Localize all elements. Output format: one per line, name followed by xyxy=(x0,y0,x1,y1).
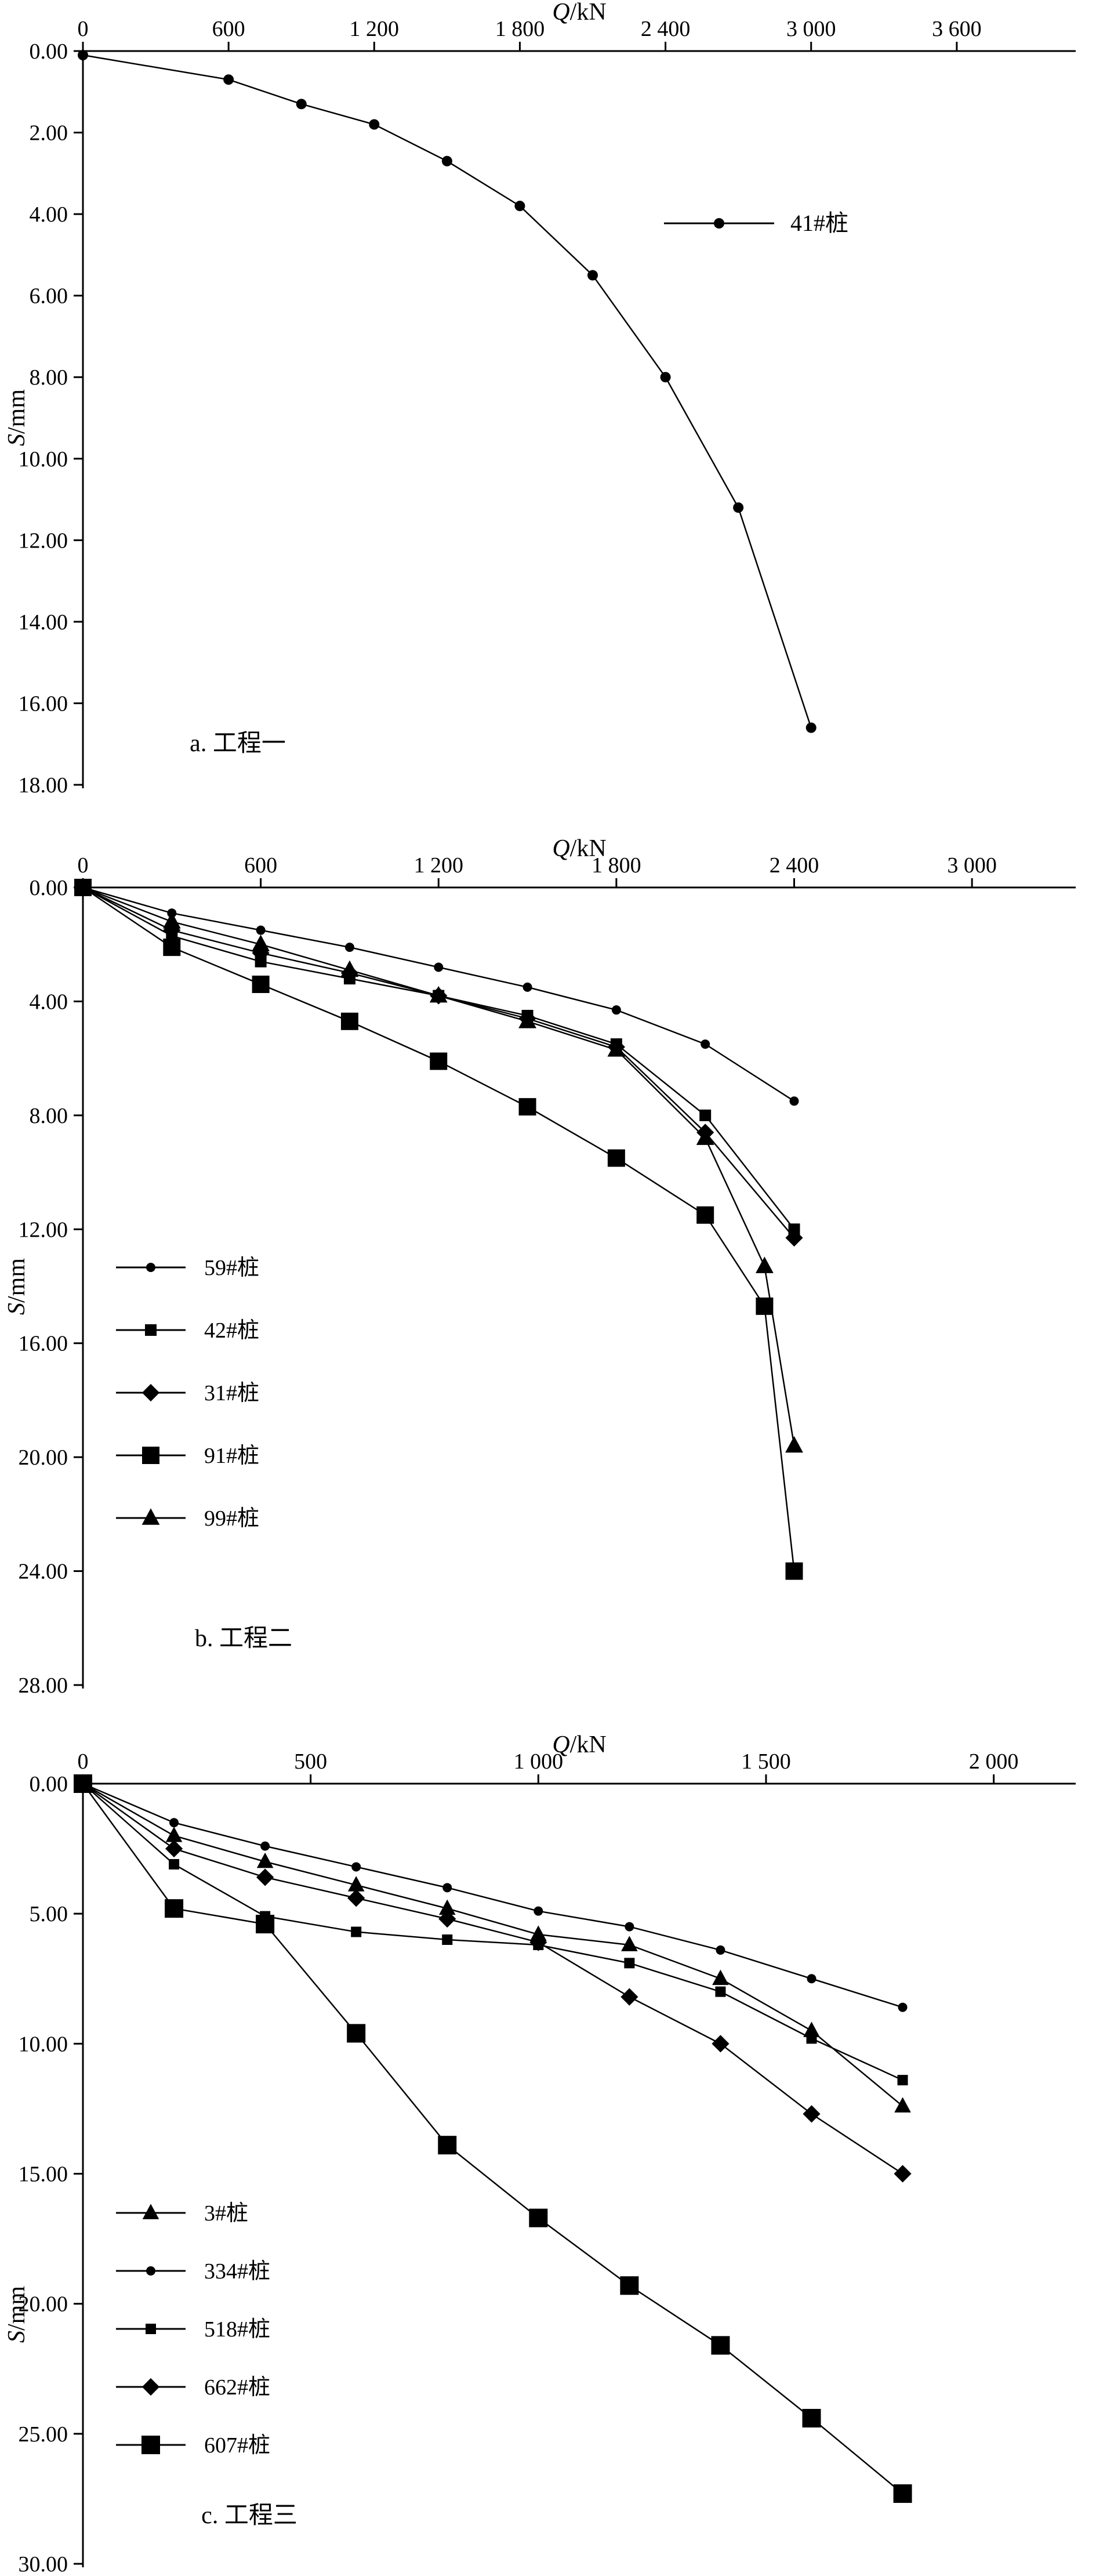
axes xyxy=(82,50,1076,788)
chart-project-3: 0 500 1 000 1 500 2 000 0.00 5.00 10.00 15.00 20.… xyxy=(0,1711,1096,2576)
y-tick-label: 12.00 xyxy=(19,528,68,553)
y-tick-label: 20.00 xyxy=(19,2292,68,2317)
y-tick-label: 8.00 xyxy=(30,1104,68,1128)
series-4 xyxy=(74,1774,912,2503)
series-1 xyxy=(78,1779,908,2012)
legend-label: 662#桩 xyxy=(204,2375,270,2400)
y-tick-label: 10.00 xyxy=(19,2032,68,2056)
x-tick-label: 3 000 xyxy=(786,17,836,41)
legend-label: 91#桩 xyxy=(204,1444,259,1468)
x-tick-label: 0 xyxy=(78,853,89,878)
x-tick-label: 1 800 xyxy=(495,17,545,41)
x-axis-title: Q/kN xyxy=(552,835,606,862)
chart-project-1: 0 600 1 200 1 800 2 400 3 000 3 600 0.00 2.00 4.0… xyxy=(0,0,1096,812)
legend-label: 59#桩 xyxy=(204,1256,259,1280)
chart-project-2: 0 600 1 200 1 800 2 400 3 000 0.00 4.00 8.00 12.0… xyxy=(0,812,1096,1711)
legend: 59#桩 42#桩 31#桩 91#桩 99#桩 xyxy=(116,1256,259,1531)
legend-label: 518#桩 xyxy=(204,2317,270,2342)
y-tick-label: 16.00 xyxy=(19,1332,68,1356)
series-3 xyxy=(74,879,803,1580)
legend: 41#桩 xyxy=(664,210,848,236)
axes xyxy=(82,1782,1076,2567)
x-tick-label: 0 xyxy=(78,17,89,41)
chart-caption: c. 工程三 xyxy=(201,2502,297,2529)
x-tick-label: 1 200 xyxy=(414,853,464,878)
series-2 xyxy=(78,1778,908,2086)
axes xyxy=(82,886,1076,1689)
y-tick-label: 18.00 xyxy=(19,773,68,798)
x-tick-label: 1 000 xyxy=(514,1749,564,1774)
x-axis-ticks: 0 600 1 200 1 800 2 400 3 000 3 600 xyxy=(78,17,982,50)
y-tick-label: 30.00 xyxy=(19,2552,68,2576)
y-tick-label: 15.00 xyxy=(19,2162,68,2187)
y-tick-label: 0.00 xyxy=(30,1772,68,1796)
x-tick-label: 3 600 xyxy=(932,17,982,41)
series-0 xyxy=(78,50,816,733)
y-tick-label: 0.00 xyxy=(30,876,68,900)
legend-label: 31#桩 xyxy=(204,1381,259,1405)
y-tick-label: 6.00 xyxy=(30,284,68,309)
legend-label: 334#桩 xyxy=(204,2259,270,2284)
chart-c-svg: 0 500 1 000 1 500 2 000 0.00 5.00 10.00 15.00 20.… xyxy=(0,1711,1096,2576)
y-axis-title: S/mm xyxy=(3,389,30,446)
y-axis-ticks: 0.00 2.00 4.00 6.00 8.00 10.00 12.00 14.00 16.00… xyxy=(19,39,82,798)
legend-label: 99#桩 xyxy=(204,1506,259,1531)
series-0 xyxy=(74,1774,911,2113)
y-tick-label: 24.00 xyxy=(19,1560,68,1584)
y-tick-label: 14.00 xyxy=(19,610,68,635)
x-tick-label: 1 500 xyxy=(741,1749,791,1774)
y-tick-label: 28.00 xyxy=(19,1673,68,1698)
x-tick-label: 0 xyxy=(78,1749,89,1774)
x-axis-ticks: 0 600 1 200 1 800 2 400 3 000 xyxy=(78,853,997,887)
y-tick-label: 25.00 xyxy=(19,2422,68,2447)
y-tick-label: 5.00 xyxy=(30,1902,68,1926)
y-tick-label: 0.00 xyxy=(30,39,68,64)
x-tick-label: 3 000 xyxy=(947,853,997,878)
legend-label: 3#桩 xyxy=(204,2201,248,2226)
x-axis-title: Q/kN xyxy=(552,0,606,26)
x-tick-label: 2 400 xyxy=(770,853,819,878)
y-tick-label: 20.00 xyxy=(19,1445,68,1470)
series-3 xyxy=(74,1774,912,2183)
x-tick-label: 1 200 xyxy=(350,17,400,41)
y-axis-title: S/mm xyxy=(3,2286,30,2343)
y-axis-title: S/mm xyxy=(3,1258,30,1315)
y-tick-label: 4.00 xyxy=(30,202,68,227)
series-4 xyxy=(74,878,803,1453)
x-tick-label: 2 000 xyxy=(969,1749,1019,1774)
x-axis-title: Q/kN xyxy=(552,1731,606,1758)
x-tick-label: 1 800 xyxy=(591,853,641,878)
legend-label: 41#桩 xyxy=(790,210,848,236)
x-axis-ticks: 0 500 1 000 1 500 2 000 xyxy=(78,1749,1019,1783)
y-tick-label: 4.00 xyxy=(30,990,68,1014)
chart-caption: b. 工程二 xyxy=(195,1625,292,1652)
y-tick-label: 12.00 xyxy=(19,1218,68,1242)
chart-a-svg: 0 600 1 200 1 800 2 400 3 000 3 600 0.00 2.00 4.0… xyxy=(0,0,1096,812)
y-tick-label: 16.00 xyxy=(19,691,68,716)
chart-caption: a. 工程一 xyxy=(190,730,286,757)
y-axis-ticks: 0.00 5.00 10.00 15.00 20.00 25.00 30.00 xyxy=(19,1772,82,2576)
y-axis-ticks: 0.00 4.00 8.00 12.00 16.00 20.00 24.00 28.00 xyxy=(19,876,82,1698)
legend-label: 607#桩 xyxy=(204,2433,270,2458)
legend: 3#桩 334#桩 518#桩 662#桩 607#桩 xyxy=(116,2201,270,2458)
x-tick-label: 2 400 xyxy=(641,17,691,41)
y-tick-label: 8.00 xyxy=(30,365,68,390)
y-tick-label: 10.00 xyxy=(19,447,68,472)
x-tick-label: 600 xyxy=(244,853,277,878)
x-tick-label: 500 xyxy=(294,1749,327,1774)
axis-titles: Q/kN S/mm xyxy=(3,0,607,446)
x-tick-label: 600 xyxy=(212,17,245,41)
chart-b-svg: 0 600 1 200 1 800 2 400 3 000 0.00 4.00 8.00 12.0… xyxy=(0,812,1096,1711)
y-tick-label: 2.00 xyxy=(30,121,68,146)
axis-titles: Q/kN S/mm xyxy=(3,1731,607,2343)
axis-titles: Q/kN S/mm xyxy=(3,835,607,1315)
legend-label: 42#桩 xyxy=(204,1318,259,1343)
